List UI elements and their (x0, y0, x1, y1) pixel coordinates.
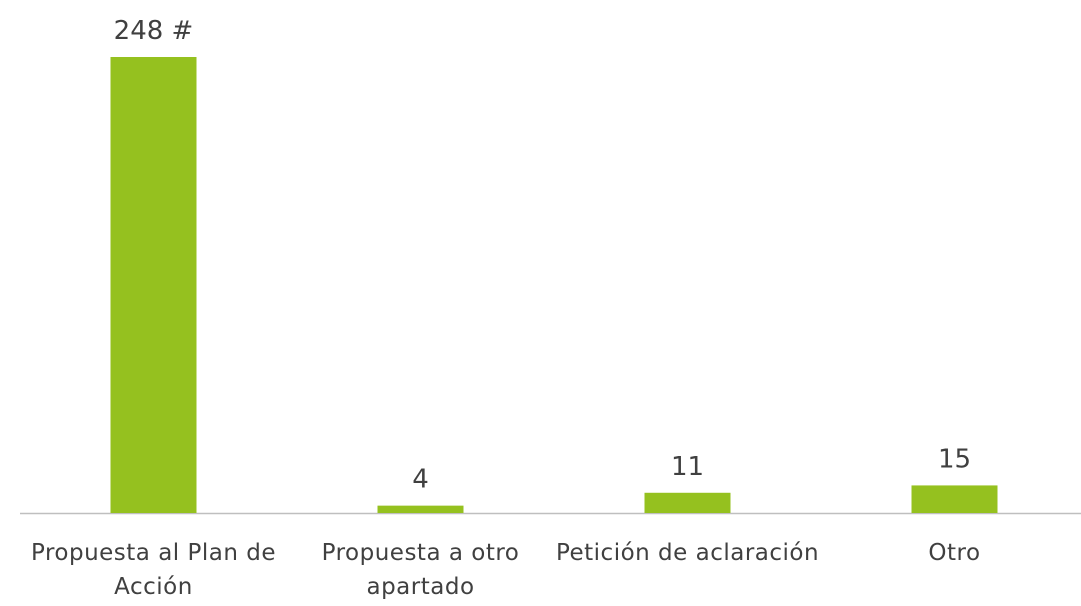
bar (110, 57, 197, 513)
data-label: 4 (412, 465, 429, 495)
x-tick-label: Propuesta al Plan de Acción (30, 540, 276, 600)
x-tick-label: Petición de aclaración (555, 540, 820, 566)
bar (377, 505, 464, 513)
data-label: 11 (671, 452, 704, 482)
bar (644, 492, 731, 513)
bar (911, 485, 998, 513)
x-tick-label: Propuesta a otro apartado (321, 540, 520, 600)
data-label: 248 # (114, 16, 194, 46)
x-tick-label: Otro (928, 540, 981, 566)
data-label: 15 (938, 444, 971, 474)
